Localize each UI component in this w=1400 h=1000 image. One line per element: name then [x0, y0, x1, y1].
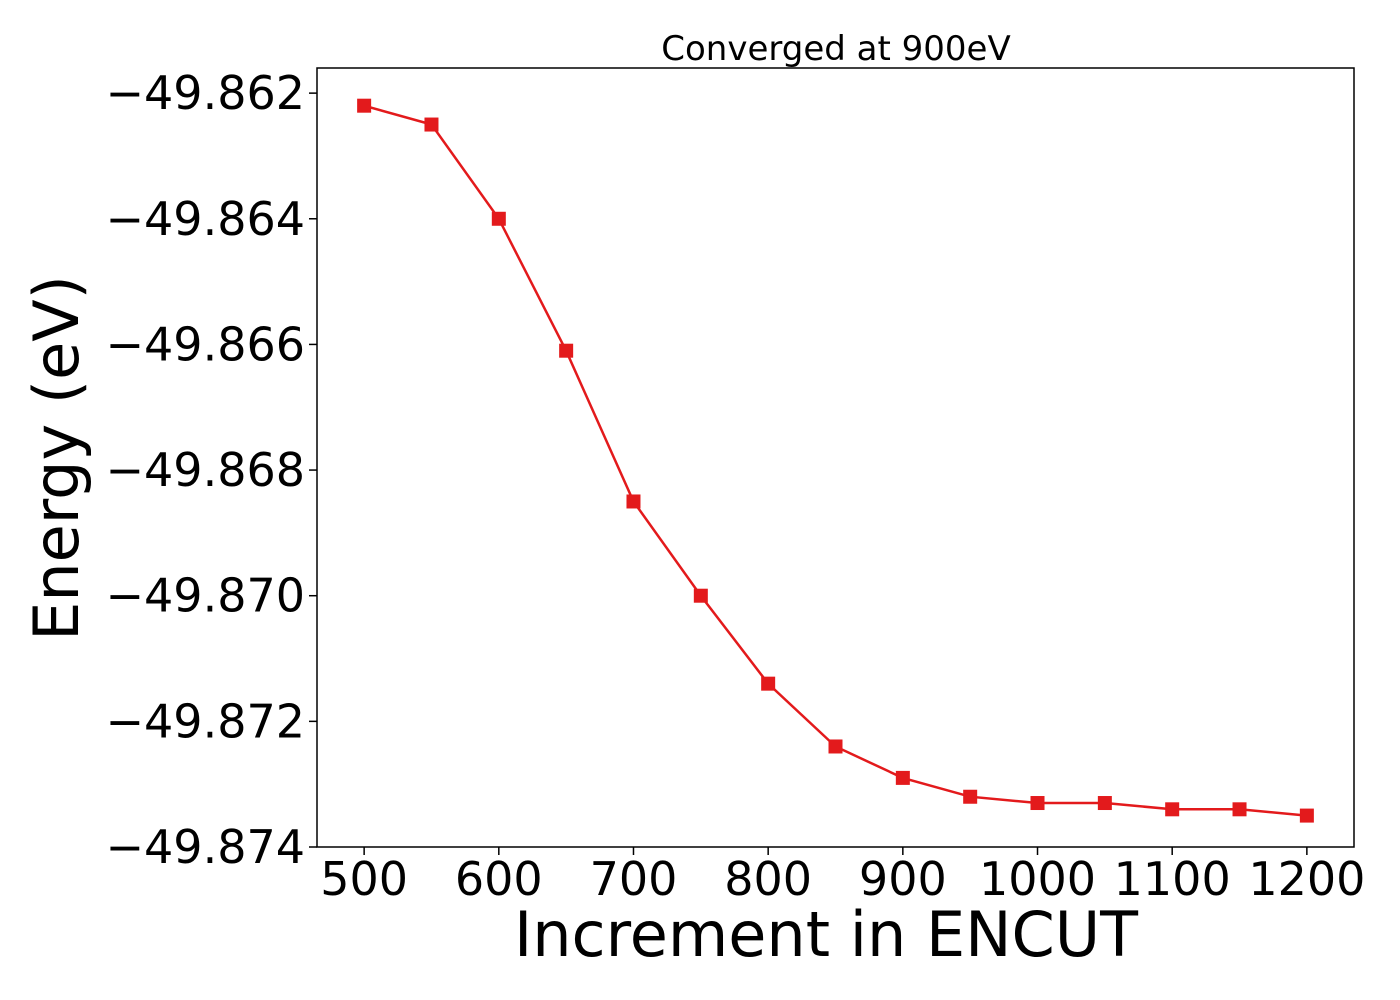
plot-frame: [316, 67, 1355, 848]
y-axis-label: Energy (eV): [20, 275, 93, 641]
data-point-marker: [559, 343, 574, 358]
y-tick-label: −49.862: [106, 66, 306, 120]
chart-title: Converged at 900eV: [661, 29, 1010, 69]
y-axis-ticks: −49.862 −49.864 −49.866 −49.868 −49.870 −49.8…: [106, 66, 317, 874]
x-tick-label: 800: [724, 852, 812, 906]
data-point-marker: [1165, 802, 1180, 817]
data-point-marker: [1232, 802, 1247, 817]
data-point-marker: [963, 789, 978, 804]
data-point-marker: [895, 770, 910, 785]
y-tick-label: −49.868: [106, 443, 306, 497]
x-tick-label: 700: [590, 852, 678, 906]
x-tick-label: 1100: [1114, 852, 1231, 906]
data-point-marker: [357, 98, 372, 113]
data-point-marker: [1097, 796, 1112, 811]
y-tick-label: −49.866: [106, 317, 306, 371]
data-point-marker: [1030, 796, 1045, 811]
x-tick-label: 1000: [979, 852, 1096, 906]
x-tick-label: 1200: [1248, 852, 1365, 906]
y-tick-label: −49.874: [106, 820, 306, 874]
data-point-marker: [626, 494, 641, 509]
data-point-marker: [424, 117, 439, 132]
x-axis-label: Increment in ENCUT: [514, 898, 1139, 971]
data-point-marker: [828, 739, 843, 754]
x-axis-ticks: 500 600 700 800 900 1000 1100 1200: [320, 847, 1365, 906]
data-point-marker: [693, 588, 708, 603]
data-point-marker: [1299, 808, 1314, 823]
y-tick-label: −49.864: [106, 192, 306, 246]
x-tick-label: 500: [320, 852, 408, 906]
y-tick-label: −49.870: [106, 569, 306, 623]
y-tick-label: −49.872: [106, 694, 306, 748]
x-tick-label: 900: [859, 852, 947, 906]
x-tick-label: 600: [455, 852, 543, 906]
series-layer: [357, 98, 1314, 823]
data-point-marker: [491, 211, 506, 226]
data-point-marker: [761, 676, 776, 691]
